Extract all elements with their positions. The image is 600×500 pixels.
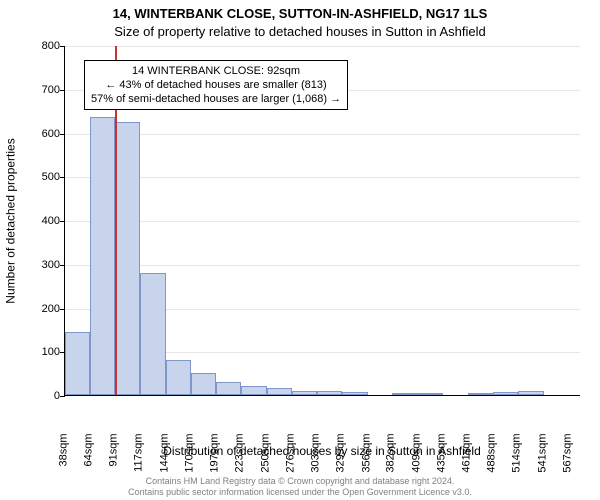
histogram-bar bbox=[342, 392, 368, 396]
y-tick-mark bbox=[60, 352, 65, 353]
y-tick-mark bbox=[60, 46, 65, 47]
y-tick-label: 700 bbox=[10, 85, 60, 96]
histogram-bar bbox=[65, 332, 90, 395]
annotation-line: 57% of semi-detached houses are larger (… bbox=[91, 92, 341, 106]
histogram-bar bbox=[418, 393, 443, 395]
y-tick-mark bbox=[60, 309, 65, 310]
y-tick-label: 100 bbox=[10, 347, 60, 358]
histogram-bar bbox=[292, 391, 318, 395]
histogram-bar bbox=[493, 392, 518, 395]
y-tick-mark bbox=[60, 177, 65, 178]
histogram-bar bbox=[241, 386, 267, 395]
histogram-bar bbox=[115, 122, 140, 395]
y-tick-mark bbox=[60, 134, 65, 135]
y-tick-mark bbox=[60, 265, 65, 266]
y-tick-label: 600 bbox=[10, 129, 60, 140]
container: 14, WINTERBANK CLOSE, SUTTON-IN-ASHFIELD… bbox=[0, 0, 600, 500]
y-tick-mark bbox=[60, 90, 65, 91]
histogram-bar bbox=[191, 373, 217, 395]
histogram-bar bbox=[468, 393, 494, 395]
y-tick-label: 0 bbox=[10, 391, 60, 402]
histogram-bar bbox=[166, 360, 191, 395]
page-title-address: 14, WINTERBANK CLOSE, SUTTON-IN-ASHFIELD… bbox=[0, 6, 600, 21]
histogram-bar bbox=[267, 388, 292, 395]
annotation-line: 14 WINTERBANK CLOSE: 92sqm bbox=[91, 64, 341, 78]
histogram-bar bbox=[317, 391, 342, 395]
annotation-box: 14 WINTERBANK CLOSE: 92sqm ← 43% of deta… bbox=[84, 60, 348, 110]
y-tick-label: 800 bbox=[10, 41, 60, 52]
histogram-bar bbox=[140, 273, 166, 396]
annotation-line: ← 43% of detached houses are smaller (81… bbox=[91, 78, 341, 92]
y-tick-mark bbox=[60, 221, 65, 222]
page-title-sub: Size of property relative to detached ho… bbox=[0, 24, 600, 39]
y-tick-label: 200 bbox=[10, 304, 60, 315]
histogram-bar bbox=[216, 382, 241, 395]
y-tick-label: 400 bbox=[10, 216, 60, 227]
footer-line: Contains public sector information licen… bbox=[0, 487, 600, 498]
footer: Contains HM Land Registry data © Crown c… bbox=[0, 476, 600, 498]
footer-line: Contains HM Land Registry data © Crown c… bbox=[0, 476, 600, 487]
histogram-bar bbox=[392, 393, 418, 395]
y-tick-label: 500 bbox=[10, 172, 60, 183]
histogram-bar bbox=[90, 117, 116, 395]
x-axis-label: Distribution of detached houses by size … bbox=[64, 444, 580, 458]
y-tick-label: 300 bbox=[10, 260, 60, 271]
y-tick-mark bbox=[60, 396, 65, 397]
histogram-bar bbox=[518, 391, 544, 395]
